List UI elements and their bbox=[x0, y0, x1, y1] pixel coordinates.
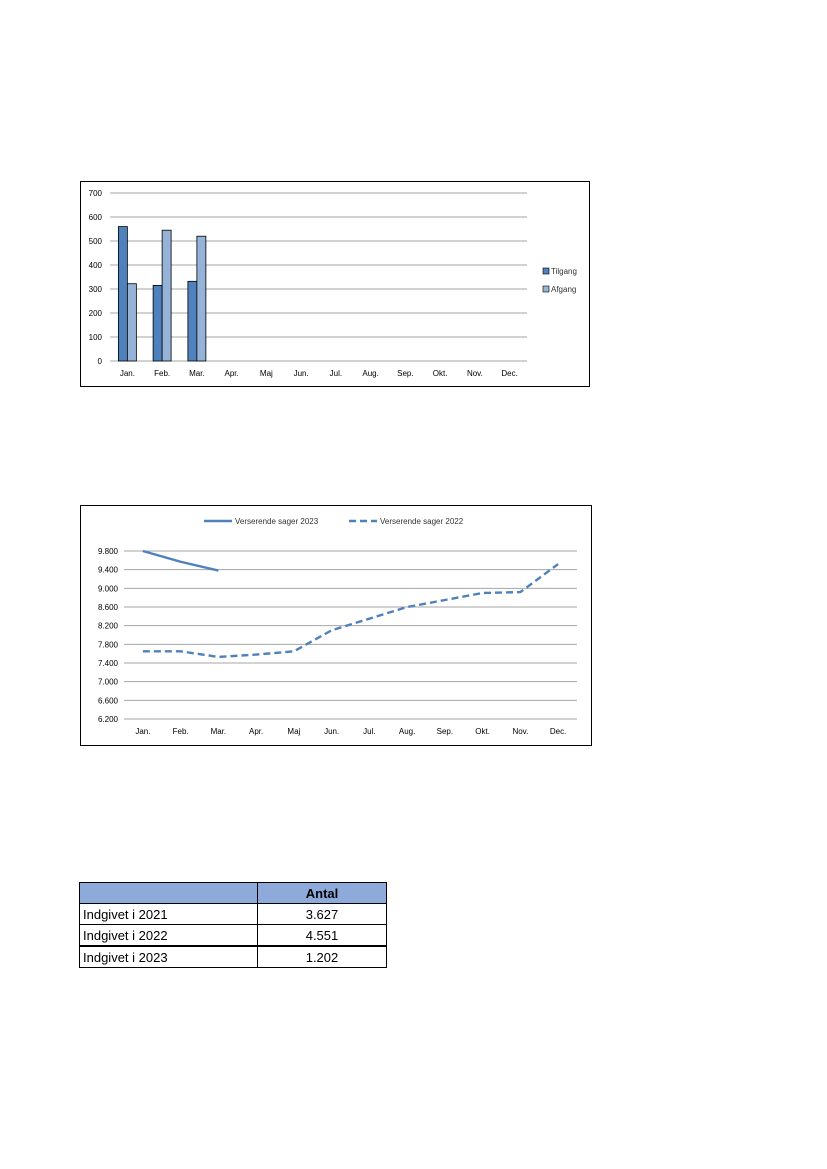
table-cell-value: 4.551 bbox=[257, 924, 387, 947]
x-tick-label: Jul. bbox=[330, 369, 342, 378]
y-tick-label: 7.000 bbox=[98, 678, 119, 687]
y-tick-label: 200 bbox=[89, 309, 103, 318]
y-tick-label: 6.600 bbox=[98, 696, 119, 705]
y-tick-label: 300 bbox=[89, 285, 103, 294]
table-header-row: Antal bbox=[79, 882, 387, 904]
table-cell-value: 1.202 bbox=[257, 945, 387, 968]
y-tick-label: 400 bbox=[89, 261, 103, 270]
x-tick-label: Apr. bbox=[249, 727, 263, 736]
x-tick-label: Sep. bbox=[397, 369, 413, 378]
series-line bbox=[142, 549, 219, 572]
y-tick-label: 7.800 bbox=[98, 640, 119, 649]
bar bbox=[187, 280, 198, 362]
y-tick-label: 8.200 bbox=[98, 622, 119, 631]
x-tick-label: Dec. bbox=[550, 727, 566, 736]
x-tick-label: Okt. bbox=[475, 727, 490, 736]
x-tick-label: Jan. bbox=[120, 369, 135, 378]
y-tick-label: 6.200 bbox=[98, 715, 119, 724]
series-line bbox=[142, 563, 559, 659]
x-tick-label: Nov. bbox=[467, 369, 483, 378]
legend-label: Afgang bbox=[551, 285, 576, 294]
x-tick-label: Mar. bbox=[189, 369, 205, 378]
legend-label: Verserende sager 2023 bbox=[235, 517, 319, 526]
x-tick-label: Jun. bbox=[294, 369, 309, 378]
x-tick-label: Apr. bbox=[225, 369, 239, 378]
x-tick-label: Aug. bbox=[399, 727, 415, 736]
y-tick-label: 600 bbox=[89, 213, 103, 222]
y-tick-label: 700 bbox=[89, 189, 103, 198]
table-row: Indgivet i 2023 1.202 bbox=[79, 945, 387, 968]
bar-chart: 0 100 200 300 400 500 600 700 Jan. Feb. Mar. Apr. Ma… bbox=[80, 181, 590, 387]
x-tick-label: Feb. bbox=[154, 369, 170, 378]
table-cell-label: Indgivet i 2023 bbox=[79, 945, 258, 968]
table-header-empty bbox=[79, 882, 258, 904]
x-tick-label: Feb. bbox=[173, 727, 189, 736]
table-cell-value: 3.627 bbox=[257, 903, 387, 925]
bar bbox=[152, 285, 163, 362]
x-tick-label: Jan. bbox=[135, 727, 150, 736]
line-chart-svg: 6.200 6.600 7.000 7.400 7.800 8.200 8.600 9.000… bbox=[98, 517, 577, 736]
bar bbox=[126, 283, 137, 362]
y-tick-label: 9.000 bbox=[98, 584, 119, 593]
x-tick-label: Okt. bbox=[433, 369, 448, 378]
line-chart: 6.200 6.600 7.000 7.400 7.800 8.200 8.600 9.000… bbox=[80, 505, 592, 746]
x-tick-label: Jul. bbox=[363, 727, 375, 736]
table-cell-label: Indgivet i 2021 bbox=[79, 903, 258, 925]
legend-swatch bbox=[542, 267, 550, 275]
x-tick-label: Dec. bbox=[501, 369, 517, 378]
bar-chart-svg: 0 100 200 300 400 500 600 700 Jan. Feb. Mar. Apr. Ma… bbox=[89, 189, 577, 378]
bar bbox=[117, 226, 128, 362]
y-tick-label: 100 bbox=[89, 333, 103, 342]
x-tick-label: Maj bbox=[287, 727, 300, 736]
x-tick-label: Nov. bbox=[512, 727, 528, 736]
legend-swatch bbox=[542, 285, 550, 293]
legend-label: Tilgang bbox=[551, 267, 577, 276]
table-row: Indgivet i 2022 4.551 bbox=[79, 924, 387, 947]
y-tick-label: 7.400 bbox=[98, 659, 119, 668]
x-tick-label: Jun. bbox=[324, 727, 339, 736]
y-tick-label: 9.800 bbox=[98, 547, 119, 556]
y-tick-label: 8.600 bbox=[98, 603, 119, 612]
summary-table: Antal Indgivet i 2021 3.627 Indgivet i 2… bbox=[79, 882, 387, 968]
x-tick-label: Sep. bbox=[437, 727, 453, 736]
table-cell-label: Indgivet i 2022 bbox=[79, 924, 258, 947]
legend-label: Verserende sager 2022 bbox=[380, 517, 464, 526]
x-tick-label: Mar. bbox=[211, 727, 227, 736]
y-tick-label: 9.400 bbox=[98, 566, 119, 575]
x-tick-label: Aug. bbox=[362, 369, 378, 378]
bar bbox=[196, 235, 207, 362]
y-tick-label: 500 bbox=[89, 237, 103, 246]
y-tick-label: 0 bbox=[98, 357, 103, 366]
x-tick-label: Maj bbox=[260, 369, 273, 378]
table-row: Indgivet i 2021 3.627 bbox=[79, 903, 387, 925]
bar bbox=[161, 229, 172, 362]
table-header-antal: Antal bbox=[257, 882, 387, 904]
